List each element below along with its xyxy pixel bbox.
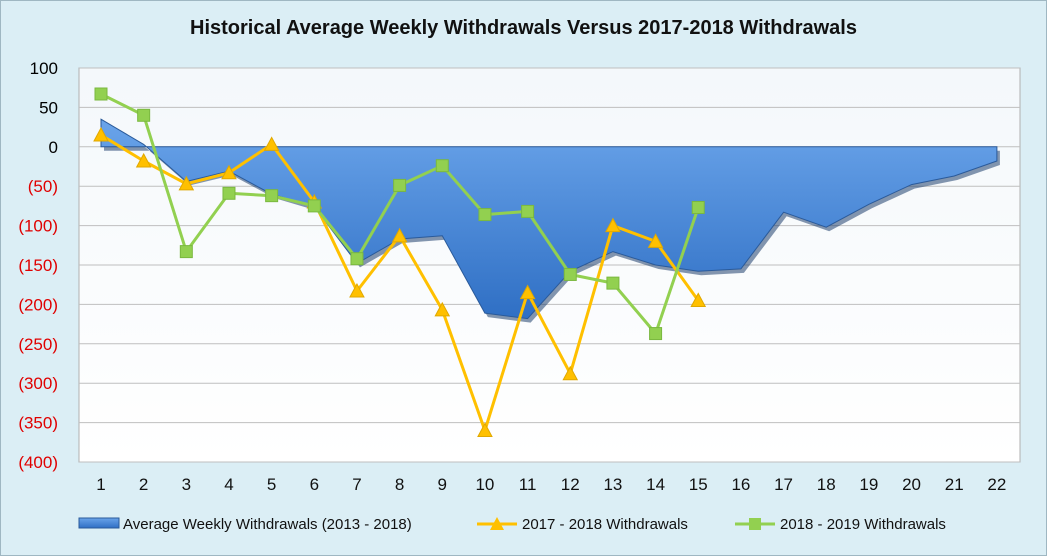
data-point-square [606, 276, 620, 290]
legend-label: Average Weekly Withdrawals (2013 - 2018) [123, 516, 412, 533]
data-point-square [179, 245, 193, 259]
x-tick-label: 12 [561, 475, 580, 494]
x-tick-label: 17 [774, 475, 793, 494]
legend-swatch-square [749, 518, 761, 530]
y-tick-label: (200) [18, 295, 58, 314]
x-tick-label: 19 [859, 475, 878, 494]
y-tick-label: 0 [49, 138, 58, 157]
x-tick-label: 9 [438, 475, 447, 494]
y-tick-label: (100) [18, 217, 58, 236]
data-point-square [307, 199, 321, 213]
legend-label: 2017 - 2018 Withdrawals [522, 516, 688, 533]
data-point-square [137, 108, 151, 122]
x-tick-label: 4 [224, 475, 233, 494]
data-point-triangle [519, 284, 536, 300]
x-tick-label: 20 [902, 475, 921, 494]
x-tick-label: 10 [475, 475, 494, 494]
data-point-square [649, 327, 663, 341]
legend-swatch-area [78, 517, 120, 529]
y-tick-label: (350) [18, 414, 58, 433]
x-tick-label: 8 [395, 475, 404, 494]
data-point-triangle [178, 175, 195, 191]
data-point-triangle [562, 365, 579, 381]
x-tick-label: 18 [817, 475, 836, 494]
y-tick-label: (400) [18, 453, 58, 472]
data-point-triangle [605, 217, 621, 233]
x-tick-label: 2 [139, 475, 148, 494]
y-tick-label: 100 [30, 59, 58, 78]
y-tick-label: (150) [18, 256, 58, 275]
y-tick-label: 50 [39, 98, 58, 117]
data-point-triangle [690, 292, 707, 307]
x-tick-label: 22 [987, 475, 1006, 494]
data-point-triangle [434, 301, 451, 317]
chart-title: Historical Average Weekly Withdrawals Ve… [190, 17, 857, 39]
data-point-square [563, 267, 577, 281]
data-point-triangle [647, 233, 664, 248]
data-point-square [265, 189, 279, 203]
x-tick-label: 5 [267, 475, 276, 494]
x-tick-label: 11 [519, 475, 537, 494]
data-point-square [94, 87, 108, 101]
data-point-square [691, 200, 705, 214]
y-tick-label: (300) [18, 374, 58, 393]
x-tick-label: 21 [945, 475, 964, 494]
data-point-triangle [221, 164, 237, 180]
data-point-square [435, 159, 449, 173]
data-point-triangle [135, 152, 152, 168]
data-point-triangle [93, 126, 109, 142]
x-tick-label: 14 [646, 475, 665, 494]
data-point-triangle [263, 136, 280, 151]
data-point-square [478, 208, 492, 222]
x-tick-label: 13 [603, 475, 622, 494]
x-tick-label: 16 [731, 475, 750, 494]
data-point-triangle [391, 227, 408, 243]
legend-swatch-triangle [490, 517, 504, 530]
legend-label: 2018 - 2019 Withdrawals [780, 516, 946, 533]
x-tick-label: 7 [352, 475, 361, 494]
data-point-square [350, 252, 364, 266]
x-tick-label: 6 [310, 475, 319, 494]
data-point-square [222, 186, 236, 200]
x-tick-label: 1 [96, 475, 105, 494]
data-point-triangle [477, 422, 493, 437]
data-point-square [393, 178, 407, 192]
data-point-triangle [349, 282, 365, 298]
y-tick-label: (250) [18, 335, 58, 354]
y-tick-label: (50) [28, 177, 58, 196]
x-tick-label: 3 [182, 475, 191, 494]
x-tick-label: 15 [689, 475, 708, 494]
data-point-square [521, 204, 535, 218]
